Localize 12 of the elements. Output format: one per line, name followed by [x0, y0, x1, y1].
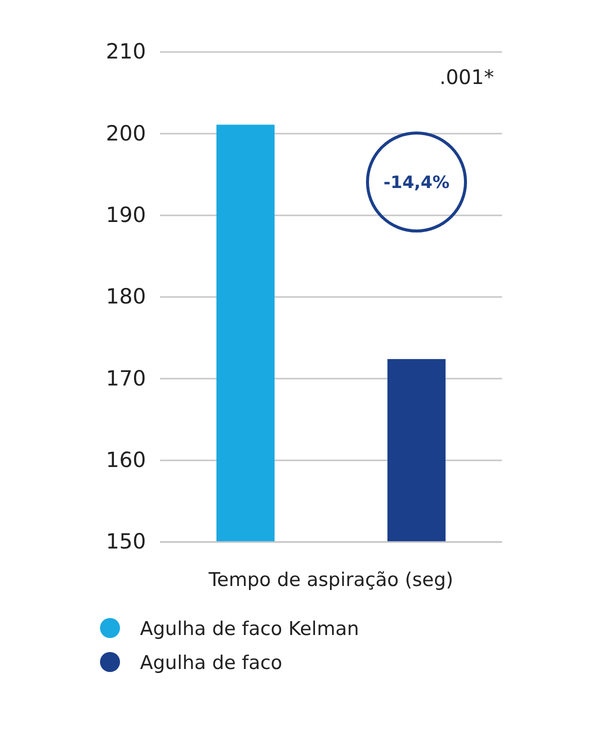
legend-label: Agulha de faco	[140, 652, 282, 674]
annotation: -14,4%	[383, 173, 450, 193]
legend-label: Agulha de faco Kelman	[140, 618, 360, 640]
y-tick-label: 200	[106, 121, 146, 146]
y-tick-label: 160	[106, 448, 146, 472]
y-tick-label: 190	[106, 203, 146, 228]
x-axis-title: Tempo de aspiração (seg)	[208, 569, 454, 591]
y-tick-label: 170	[106, 366, 146, 390]
annotation: .001*	[439, 65, 494, 89]
y-tick-label: 180	[106, 284, 146, 309]
y-tick-label: 210	[106, 40, 146, 64]
y-tick-label: 150	[106, 530, 146, 554]
